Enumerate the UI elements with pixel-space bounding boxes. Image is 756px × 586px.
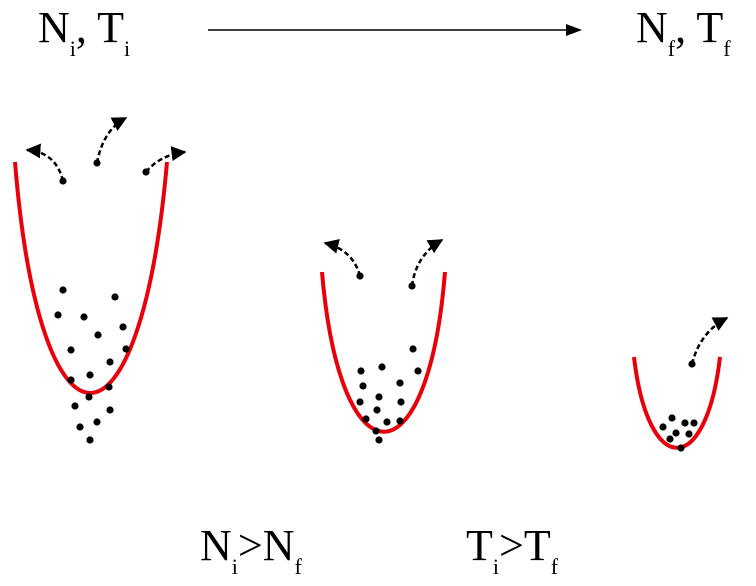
final-separator: , — [675, 3, 697, 52]
atom — [67, 346, 75, 354]
trap-potential-curve — [320, 271, 447, 434]
atom — [359, 382, 367, 390]
relation-N-operator: > — [237, 521, 263, 570]
trapped-atoms — [356, 345, 422, 444]
escape-arrow — [95, 116, 128, 164]
final-state-label: Nf, Tf — [636, 6, 731, 60]
final-T: T — [696, 3, 724, 52]
relation-T-operator: > — [499, 521, 524, 570]
atom — [396, 417, 404, 425]
atom — [59, 286, 67, 294]
escape-arrow — [690, 316, 729, 365]
initial-separator: , — [75, 3, 98, 52]
temperature-relation: Ti>Tf — [466, 524, 558, 578]
initial-T: T — [97, 3, 125, 52]
escaping-atoms — [688, 316, 729, 368]
atom — [397, 398, 405, 406]
initial-N-subscript: i — [69, 36, 76, 61]
relation-N-right-subscript: f — [294, 554, 302, 579]
trap-potential-curve — [13, 161, 169, 395]
escape-arrow — [410, 238, 444, 287]
atom — [685, 430, 693, 438]
trapped-atoms — [659, 414, 698, 452]
atom — [122, 345, 130, 353]
atom — [67, 376, 75, 384]
relation-N-left-subscript: i — [231, 554, 238, 579]
relation-T-right-subscript: f — [550, 554, 559, 579]
atom — [414, 367, 422, 375]
atom — [94, 331, 102, 339]
relation-T-right: T — [523, 521, 551, 570]
escape-arrow — [25, 143, 65, 182]
atom — [681, 419, 689, 427]
atom — [668, 414, 676, 422]
atom — [378, 363, 386, 371]
relation-T-left: T — [466, 521, 493, 570]
atom — [85, 393, 93, 401]
atom — [80, 313, 88, 321]
atom — [666, 435, 674, 443]
atom — [93, 418, 101, 426]
atom — [659, 423, 667, 431]
atom — [677, 444, 685, 452]
atom — [111, 293, 119, 301]
relation-T-left-subscript: i — [492, 554, 500, 579]
escape-arrow — [145, 146, 187, 173]
final-N: N — [636, 3, 668, 52]
final-N-subscript: f — [667, 36, 676, 61]
initial-state-label: Ni, Ti — [38, 6, 130, 60]
atom — [396, 379, 404, 387]
atom — [383, 418, 391, 426]
atom — [54, 311, 62, 319]
trap-intermediate — [320, 238, 447, 444]
relation-N-left: N — [200, 521, 232, 570]
atom — [375, 436, 383, 444]
atom-number-relation: Ni>Nf — [200, 524, 302, 578]
atom — [375, 393, 383, 401]
atom — [86, 371, 94, 379]
atom — [86, 436, 94, 444]
escaping-atoms — [323, 238, 444, 290]
relation-N-right: N — [262, 521, 295, 570]
escaping-atoms — [25, 116, 187, 185]
atom — [357, 367, 365, 375]
atom — [362, 415, 370, 423]
escape-arrow — [323, 239, 362, 277]
atom — [71, 402, 79, 410]
atom — [106, 358, 114, 366]
atom — [373, 406, 381, 414]
trap-final — [632, 316, 729, 452]
initial-N: N — [38, 3, 70, 52]
atom — [119, 323, 127, 331]
process-arrow — [208, 24, 582, 36]
trap-initial — [13, 116, 187, 444]
trapped-atoms — [54, 286, 130, 444]
atom — [672, 429, 680, 437]
atom — [76, 423, 84, 431]
atom — [356, 398, 364, 406]
atom — [690, 419, 698, 427]
initial-T-subscript: i — [124, 36, 131, 61]
atom — [372, 427, 380, 435]
atom — [105, 383, 113, 391]
trap-potential-curve — [632, 356, 722, 450]
final-T-subscript: f — [723, 36, 731, 61]
atom — [106, 406, 114, 414]
atom — [409, 345, 417, 353]
